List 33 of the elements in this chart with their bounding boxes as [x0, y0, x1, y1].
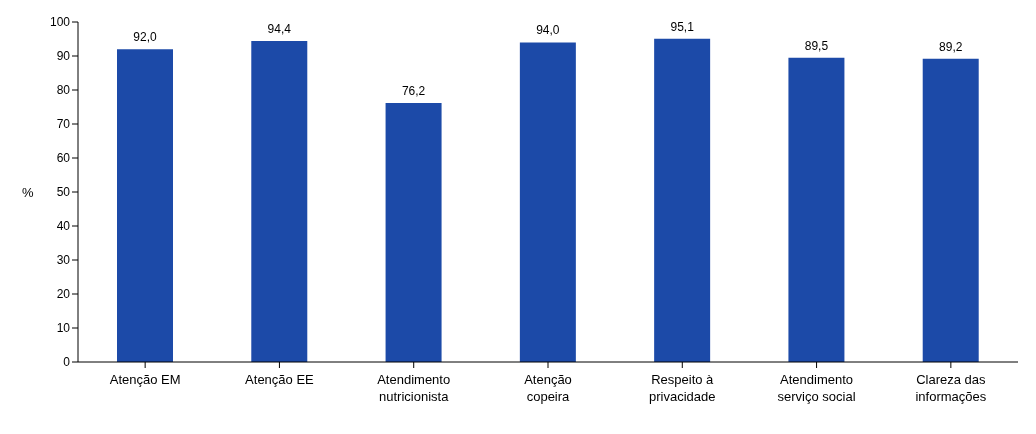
- y-tick-label: 100: [49, 15, 71, 30]
- y-tick-label: 0: [63, 355, 71, 370]
- y-axis-title: %: [22, 184, 34, 200]
- x-tick-label: Atendimento nutricionista: [377, 372, 451, 404]
- x-tick-label: Atenção copeira: [524, 372, 572, 404]
- data-label: 94,0: [536, 23, 560, 38]
- bar: [788, 57, 845, 362]
- data-label: 95,1: [670, 19, 695, 34]
- data-label: 94,4: [267, 22, 292, 37]
- x-tick-label: Clareza das informações: [915, 372, 987, 404]
- x-tick-label: Atendimento serviço social: [777, 372, 856, 404]
- y-tick-label: 60: [56, 151, 71, 166]
- y-tick-label: 70: [56, 117, 71, 132]
- y-tick-label: 10: [56, 321, 71, 336]
- x-tick-label: Atenção EE: [245, 372, 315, 387]
- data-label: 92,0: [133, 30, 157, 45]
- bar: [385, 102, 442, 362]
- bar: [922, 58, 979, 362]
- y-tick-label: 40: [56, 219, 71, 234]
- y-tick-label: 20: [56, 287, 71, 302]
- data-label: 76,2: [401, 83, 426, 98]
- bar: [519, 42, 576, 362]
- y-tick-label: 90: [56, 49, 71, 64]
- data-label: 89,5: [804, 38, 829, 53]
- x-tick-label: Atenção EM: [109, 372, 181, 387]
- bar: [251, 41, 308, 362]
- y-tick-label: 80: [56, 83, 71, 98]
- y-tick-label: 50: [56, 185, 71, 200]
- data-label: 89,2: [939, 39, 963, 54]
- bar: [654, 38, 711, 362]
- x-tick-label: Respeito à privacidade: [649, 372, 716, 404]
- y-tick-label: 30: [56, 253, 71, 268]
- bar: [117, 49, 173, 362]
